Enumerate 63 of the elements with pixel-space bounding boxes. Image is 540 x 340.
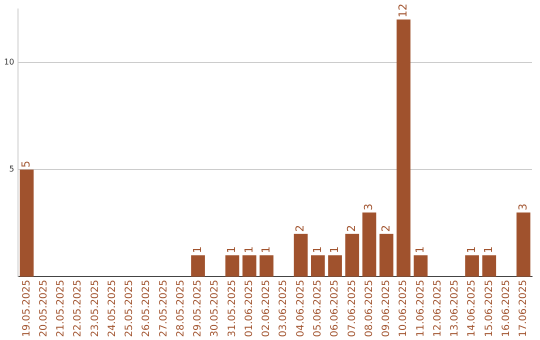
x-tick-label: 12.06.2025 bbox=[432, 280, 444, 338]
data-label: 1 bbox=[328, 246, 341, 254]
bar bbox=[396, 20, 410, 277]
x-tick-label: 23.05.2025 bbox=[90, 280, 101, 338]
bar bbox=[380, 234, 394, 277]
data-label: 5 bbox=[20, 160, 33, 168]
x-tick-label: 14.06.2025 bbox=[466, 280, 478, 338]
x-tick-label: 05.06.2025 bbox=[312, 280, 324, 338]
y-tick-label: 10 bbox=[4, 57, 14, 66]
data-label: 3 bbox=[362, 203, 376, 210]
bar bbox=[516, 212, 530, 277]
x-tick-label: 01.06.2025 bbox=[244, 280, 255, 338]
bar bbox=[310, 255, 325, 277]
x-tick-label: 30.05.2025 bbox=[210, 280, 221, 338]
bar bbox=[482, 255, 496, 277]
x-tick-label: 27.05.2025 bbox=[158, 280, 170, 338]
x-tick-label: 10.06.2025 bbox=[398, 280, 410, 338]
x-tick-label: 07.06.2025 bbox=[346, 280, 358, 338]
bar bbox=[191, 255, 205, 277]
x-tick-label: 04.06.2025 bbox=[295, 280, 306, 338]
data-label: 2 bbox=[379, 224, 392, 232]
data-label: 1 bbox=[310, 246, 324, 254]
data-label: 1 bbox=[190, 246, 204, 254]
x-tick-label: 09.06.2025 bbox=[381, 280, 392, 338]
x-tick-label: 29.05.2025 bbox=[192, 280, 204, 338]
x-tick-label: 13.06.2025 bbox=[450, 280, 461, 338]
x-tick-label: 16.06.2025 bbox=[500, 280, 512, 338]
x-tick-label: 03.06.2025 bbox=[278, 280, 290, 338]
x-tick-label: 26.05.2025 bbox=[141, 280, 152, 338]
bar bbox=[345, 234, 360, 277]
data-label: 1 bbox=[259, 246, 272, 254]
x-tick-label: 06.06.2025 bbox=[330, 280, 341, 338]
data-label: 1 bbox=[225, 246, 238, 254]
x-tick-label: 21.05.2025 bbox=[56, 280, 67, 338]
x-tick-label: 11.06.2025 bbox=[415, 280, 426, 338]
x-tick-label: 15.06.2025 bbox=[484, 280, 495, 338]
x-tick-label: 24.05.2025 bbox=[106, 280, 118, 338]
x-tick-label: 17.06.2025 bbox=[518, 280, 530, 338]
x-tick-label: 22.05.2025 bbox=[72, 280, 84, 338]
bar bbox=[328, 255, 342, 277]
bar bbox=[242, 255, 256, 277]
x-tick-label: 20.05.2025 bbox=[38, 280, 50, 338]
bar bbox=[362, 212, 376, 277]
bar bbox=[414, 255, 428, 277]
bar bbox=[465, 255, 479, 277]
x-tick-label: 02.06.2025 bbox=[261, 280, 272, 338]
x-tick-label: 31.05.2025 bbox=[226, 280, 238, 338]
bar bbox=[225, 255, 240, 277]
data-label: 3 bbox=[516, 203, 530, 210]
x-tick-label: 25.05.2025 bbox=[124, 280, 136, 338]
data-label: 1 bbox=[482, 246, 496, 254]
data-label: 1 bbox=[464, 246, 478, 254]
bar bbox=[260, 255, 274, 277]
x-tick-label: 19.05.2025 bbox=[21, 280, 32, 338]
data-label: 12 bbox=[396, 4, 410, 18]
x-tick-label: 28.05.2025 bbox=[175, 280, 186, 338]
data-label: 2 bbox=[294, 224, 307, 232]
bar bbox=[294, 234, 308, 277]
x-tick-label: 08.06.2025 bbox=[364, 280, 375, 338]
data-label: 1 bbox=[414, 246, 427, 254]
data-label: 1 bbox=[242, 246, 256, 254]
data-label: 2 bbox=[345, 224, 358, 232]
bar bbox=[20, 170, 34, 277]
